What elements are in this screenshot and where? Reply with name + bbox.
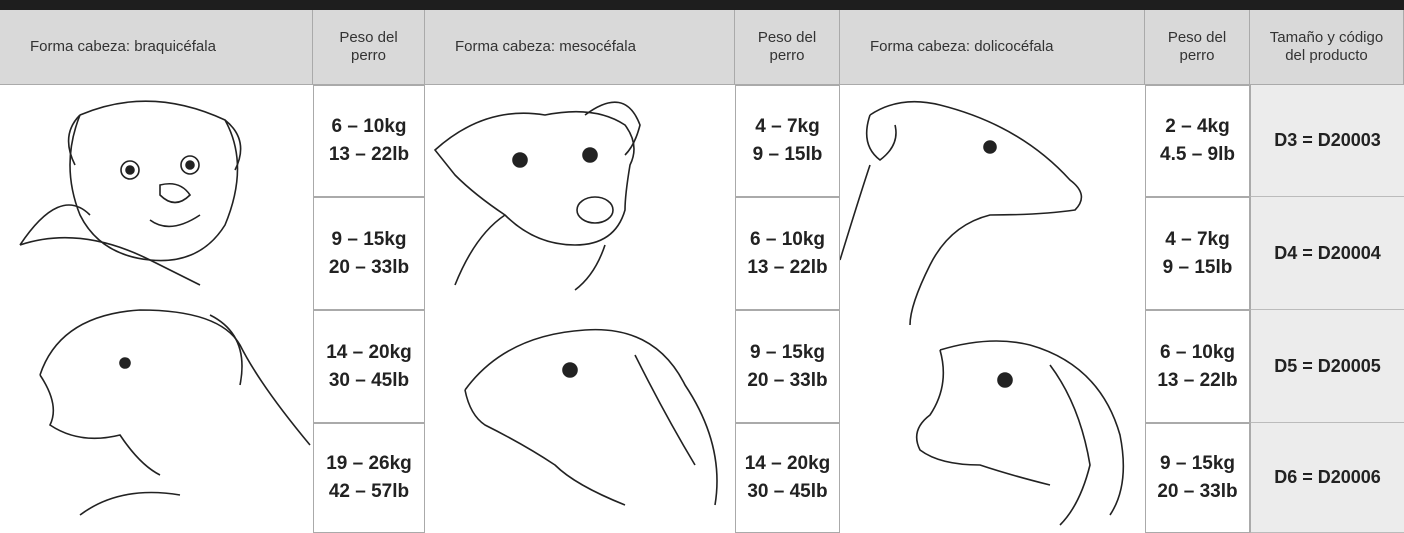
weight-cell: 9 – 15kg 20 – 33lb xyxy=(735,310,840,423)
weight-kg: 9 – 15kg xyxy=(1160,453,1235,475)
top-bar xyxy=(0,0,1404,10)
weight-lb: 30 – 45lb xyxy=(328,369,410,391)
header-cell: Forma cabeza: braquicéfala xyxy=(0,10,313,85)
header-text: Forma cabeza: dolicocéfala xyxy=(870,38,1054,55)
weight-lb: 4.5 – 9lb xyxy=(1160,144,1235,165)
weight-cell: 14 – 20kg 30 – 45lb xyxy=(735,423,840,533)
weight-cell: 6 – 10kg 13 – 22lb xyxy=(313,85,425,197)
weight-cell: 2 – 4kg 4.5 – 9lb xyxy=(1145,85,1250,197)
mesocephalic-illustration xyxy=(433,101,718,506)
weight-kg: 2 – 4kg xyxy=(1165,116,1230,138)
weight-lb: 13 – 22lb xyxy=(1157,369,1238,391)
weight-kg: 9 – 15kg xyxy=(750,341,825,363)
product-code: D4 = D20004 xyxy=(1274,242,1381,263)
dolichocephalic-illustration xyxy=(840,100,1125,526)
header-text: Peso del perro xyxy=(757,29,817,64)
weight-cell: 19 – 26kg 42 – 57lb xyxy=(313,423,425,533)
weight-lb: 9 – 15lb xyxy=(1162,256,1233,278)
header-text: Forma cabeza: braquicéfala xyxy=(30,38,216,55)
product-code-cell: D3 = D20003 xyxy=(1250,85,1404,197)
weight-lb: 9 – 15lb xyxy=(752,144,823,165)
header-cell: Forma cabeza: mesocéfala xyxy=(425,10,735,85)
weight-cell: 9 – 15kg 20 – 33lb xyxy=(313,197,425,310)
weight-cell: 14 – 20kg 30 – 45lb xyxy=(313,310,425,423)
weight-lb: 13 – 22lb xyxy=(747,256,828,278)
weight-kg: 6 – 10kg xyxy=(1160,341,1235,363)
header-text: Peso del perro xyxy=(1167,29,1227,64)
header-cell: Peso del perro xyxy=(313,10,425,85)
product-code-cell: D4 = D20004 xyxy=(1250,197,1404,310)
weight-cell: 4 – 7kg 9 – 15lb xyxy=(735,85,840,197)
weight-kg: 4 – 7kg xyxy=(1165,228,1230,250)
header-cell: Peso del perro xyxy=(735,10,840,85)
weight-kg: 14 – 20kg xyxy=(326,341,412,363)
weight-lb: 20 – 33lb xyxy=(1157,481,1238,502)
product-code-cell: D6 = D20006 xyxy=(1250,423,1404,533)
weight-cell: 4 – 7kg 9 – 15lb xyxy=(1145,197,1250,310)
weight-cell: 6 – 10kg 13 – 22lb xyxy=(1145,310,1250,423)
weight-lb: 20 – 33lb xyxy=(328,256,410,278)
header-cell: Peso del perro xyxy=(1145,10,1250,85)
product-code: D3 = D20003 xyxy=(1274,130,1381,150)
weight-cell: 6 – 10kg 13 – 22lb xyxy=(735,197,840,310)
header-text: Peso del perro xyxy=(339,29,398,64)
weight-kg: 19 – 26kg xyxy=(326,453,412,475)
header-cell: Forma cabeza: dolicocéfala xyxy=(840,10,1145,85)
product-code: D5 = D20005 xyxy=(1274,355,1381,376)
weight-kg: 6 – 10kg xyxy=(750,228,825,250)
weight-kg: 6 – 10kg xyxy=(331,116,407,138)
weight-kg: 14 – 20kg xyxy=(744,453,831,475)
weight-lb: 42 – 57lb xyxy=(328,481,410,502)
weight-lb: 20 – 33lb xyxy=(747,369,828,391)
weight-lb: 30 – 45lb xyxy=(747,481,828,502)
product-code: D6 = D20006 xyxy=(1274,467,1381,487)
weight-kg: 9 – 15kg xyxy=(331,228,407,250)
weight-lb: 13 – 22lb xyxy=(328,144,410,165)
header-cell: Tamaño y código del producto xyxy=(1250,10,1404,85)
header-text: Tamaño y código del producto xyxy=(1269,29,1384,64)
product-code-cell: D5 = D20005 xyxy=(1250,310,1404,423)
weight-kg: 4 – 7kg xyxy=(755,116,820,138)
weight-cell: 9 – 15kg 20 – 33lb xyxy=(1145,423,1250,533)
header-text: Forma cabeza: mesocéfala xyxy=(455,38,636,55)
brachycephalic-illustration xyxy=(19,100,311,516)
